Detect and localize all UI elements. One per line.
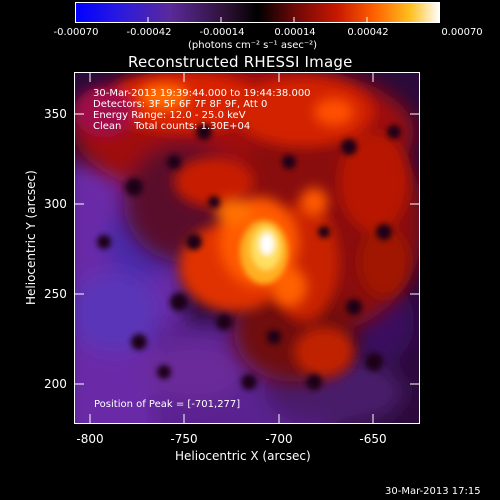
info-clean-counts: Clean Total counts: 1.30E+04	[93, 121, 251, 132]
colorbar-gradient	[75, 2, 440, 23]
y-tick-label: 350	[44, 107, 67, 121]
colorbar	[75, 2, 440, 23]
colorbar-tick-label: 0.00042	[347, 27, 389, 38]
rhessi-image	[74, 72, 420, 424]
x-tick-label: -750	[170, 432, 198, 446]
x-tick-label: -700	[265, 432, 293, 446]
image-pixels	[75, 73, 419, 423]
colorbar-tick-label: 0.00070	[441, 27, 483, 38]
colorbar-tick-label: -0.00070	[53, 27, 99, 38]
colorbar-ticks	[75, 17, 440, 23]
colorbar-tick-label: -0.00014	[199, 27, 245, 38]
x-tick-label: -800	[76, 432, 104, 446]
image-frame	[74, 72, 420, 424]
plot-title: Reconstructed RHESSI Image	[128, 53, 353, 71]
x-tick-label: -650	[359, 432, 387, 446]
info-energy-range: Energy Range: 12.0 - 25.0 keV	[93, 110, 246, 121]
colorbar-units: (photons cm⁻² s⁻¹ asec⁻²)	[188, 40, 318, 51]
y-tick-label: 250	[44, 287, 67, 301]
colorbar-tick-label: 0.00014	[274, 27, 316, 38]
x-axis-label: Heliocentric X (arcsec)	[175, 449, 311, 463]
colorbar-tick-label: -0.00042	[126, 27, 172, 38]
info-time-range: 30-Mar-2013 19:39:44.000 to 19:44:38.000	[93, 88, 311, 99]
y-tick-label: 200	[44, 377, 67, 391]
info-detectors: Detectors: 3F 5F 6F 7F 8F 9F, Att 0	[93, 99, 268, 110]
footer-timestamp: 30-Mar-2013 17:15	[385, 486, 481, 497]
y-axis-label: Heliocentric Y (arcsec)	[24, 170, 38, 305]
peak-position: Position of Peak = [-701,277]	[94, 399, 241, 410]
y-tick-label: 300	[44, 197, 67, 211]
axis-ticks	[74, 72, 420, 424]
